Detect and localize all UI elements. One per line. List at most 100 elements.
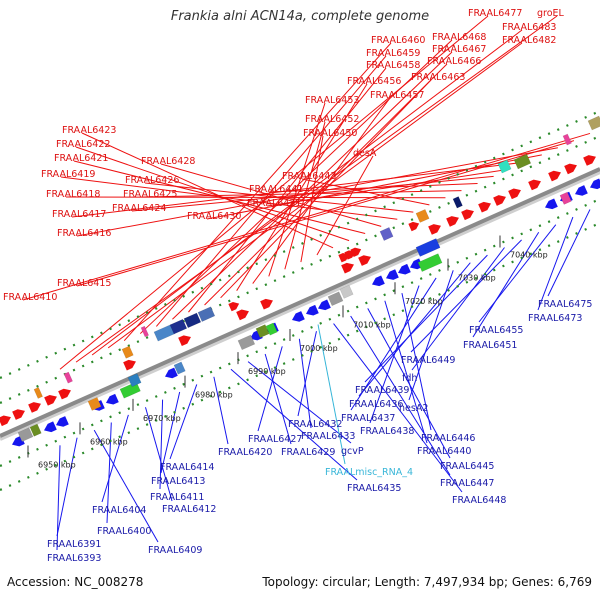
forward-gene-arrow bbox=[236, 309, 249, 321]
gene-label-bottom: FRAAL6436 bbox=[349, 399, 403, 410]
leader-line-bottom bbox=[384, 300, 428, 444]
leader-line-bottom bbox=[408, 270, 454, 401]
leader-line-bottom bbox=[367, 308, 451, 459]
gene-label-top: FRAAL6410 bbox=[3, 292, 57, 303]
map-title: Frankia alni ACN14a, complete genome bbox=[170, 9, 430, 24]
leader-line-bottom bbox=[401, 293, 432, 431]
leader-line-top bbox=[160, 163, 382, 227]
feature-box bbox=[327, 291, 344, 307]
leader-line-bottom bbox=[169, 384, 198, 460]
forward-gene-arrow bbox=[341, 262, 354, 274]
gene-label-bottom: FRAAL6475 bbox=[538, 299, 592, 310]
forward-gene-arrow-small bbox=[408, 221, 420, 232]
forward-gene-arrow bbox=[12, 409, 25, 420]
forward-gene-arrow bbox=[446, 216, 459, 227]
gene-label-top: FRAAL6416 bbox=[57, 228, 111, 239]
forward-gene-arrow-small-shape bbox=[408, 221, 420, 232]
reverse-gene-arrow-shape bbox=[106, 393, 119, 405]
reverse-gene-arrow-shape bbox=[165, 367, 178, 379]
feature-box-shape bbox=[562, 133, 572, 146]
reverse-gene-arrow bbox=[306, 304, 319, 316]
leader-line-bottom bbox=[159, 399, 164, 490]
reverse-gene-arrow-shape bbox=[44, 421, 57, 433]
forward-gene-arrow-shape bbox=[428, 224, 441, 235]
feature-box-shape bbox=[415, 238, 441, 257]
scale-tick-label: 7010 kbp bbox=[353, 320, 391, 329]
gene-label-bottom: FRAAL6445 bbox=[440, 461, 494, 472]
feature-box bbox=[127, 373, 142, 388]
leader-line-bottom bbox=[547, 209, 591, 297]
leader-line-misc bbox=[317, 324, 346, 465]
leader-line-top bbox=[76, 147, 558, 237]
backbone-line bbox=[0, 167, 600, 438]
backbone-shadow bbox=[0, 170, 600, 441]
forward-gene-arrow-shape bbox=[58, 388, 71, 400]
gene-label-top: FRAAL6457 bbox=[370, 90, 424, 101]
forward-gene-arrow-shape bbox=[12, 409, 25, 420]
feature-box-shape bbox=[17, 427, 34, 442]
leader-line-bottom bbox=[410, 239, 522, 353]
gene-label-top: FRAAL6426 bbox=[125, 175, 179, 186]
forward-gene-arrow bbox=[58, 388, 71, 400]
leader-line-top bbox=[206, 154, 542, 220]
reverse-gene-arrow bbox=[398, 263, 411, 275]
gene-label-bottom: FRAAL6437 bbox=[341, 413, 395, 424]
feature-box bbox=[497, 159, 512, 174]
gene-label-top: FRAAL6482 bbox=[502, 35, 556, 46]
reverse-gene-arrow bbox=[165, 367, 178, 379]
leader-line-top bbox=[142, 190, 462, 198]
forward-gene-arrow-shape bbox=[260, 298, 273, 310]
gene-label-top: FRAAL6483 bbox=[502, 22, 556, 33]
leader-line-bottom bbox=[364, 254, 488, 383]
gene-label-bottom: fdh bbox=[402, 373, 417, 384]
reverse-gene-arrow bbox=[590, 178, 600, 190]
scale-tick-label: 6960 kbp bbox=[90, 437, 128, 446]
gene-label-top: FRAAL6423 bbox=[62, 125, 116, 136]
forward-gene-arrow-shape bbox=[123, 359, 136, 371]
gene-label-top: FRAAL6460 bbox=[371, 35, 425, 46]
gene-label-bottom: FRAAL6448 bbox=[452, 495, 506, 506]
gene-label-bottom: gcvP bbox=[341, 446, 364, 457]
gene-label-bottom: FRAAL6393 bbox=[47, 553, 101, 564]
forward-gene-arrow bbox=[428, 224, 441, 235]
forward-gene-arrow bbox=[28, 402, 41, 413]
feature-box bbox=[33, 387, 43, 399]
gene-label-top: FRAAL6415 bbox=[57, 278, 111, 289]
gene-label-bottom: FRAAL6455 bbox=[469, 325, 523, 336]
feature-box bbox=[87, 396, 102, 411]
leader-line-top bbox=[75, 146, 350, 242]
leader-line-bottom bbox=[264, 353, 292, 445]
leader-line-bottom bbox=[247, 361, 352, 444]
feature-box-shape bbox=[265, 322, 278, 336]
gene-label-bottom: FRAAL6391 bbox=[47, 539, 101, 550]
topology-text: Topology: circular; Length: 7,497,934 bp… bbox=[262, 575, 592, 589]
gene-labels: FRAAL6477 groEL FRAAL6483 FRAAL6482 FRAAL646… bbox=[3, 8, 592, 564]
feature-box-shape bbox=[169, 318, 188, 335]
feature-box bbox=[255, 324, 270, 339]
feature-box bbox=[197, 306, 216, 322]
gene-label-top: FRAAL6458 bbox=[366, 60, 420, 71]
feature-box-shape bbox=[327, 291, 344, 307]
gene-label-top: FRAAL6452 bbox=[305, 114, 359, 125]
reverse-gene-arrow-shape bbox=[292, 311, 305, 322]
leader-line-bottom bbox=[369, 285, 420, 424]
forward-gene-arrow-shape bbox=[358, 255, 371, 266]
feature-box-shape bbox=[183, 312, 202, 329]
gene-label-bottom: FRAAL6412 bbox=[162, 504, 216, 515]
forward-gene-arrow bbox=[528, 179, 541, 191]
forward-gene-arrow-shape bbox=[446, 216, 459, 227]
feature-box-shape bbox=[119, 381, 141, 399]
feature-box bbox=[121, 345, 134, 359]
leader-line-top bbox=[155, 55, 387, 327]
feature-box-shape bbox=[63, 371, 73, 384]
feature-box bbox=[415, 238, 441, 257]
forward-gene-arrow bbox=[478, 201, 491, 213]
gene-label-top: FRAAL6468 bbox=[432, 32, 486, 43]
feature-box-shape bbox=[497, 159, 512, 174]
reverse-gene-arrow bbox=[318, 299, 331, 311]
gene-label-top: FRAAL6443 bbox=[282, 171, 336, 182]
gene-label-bottom: FRAAL6413 bbox=[151, 476, 205, 487]
feature-box-shape bbox=[255, 324, 270, 339]
leader-line-top bbox=[76, 140, 575, 287]
gene-label-top: FRAAL6425 bbox=[123, 189, 177, 200]
